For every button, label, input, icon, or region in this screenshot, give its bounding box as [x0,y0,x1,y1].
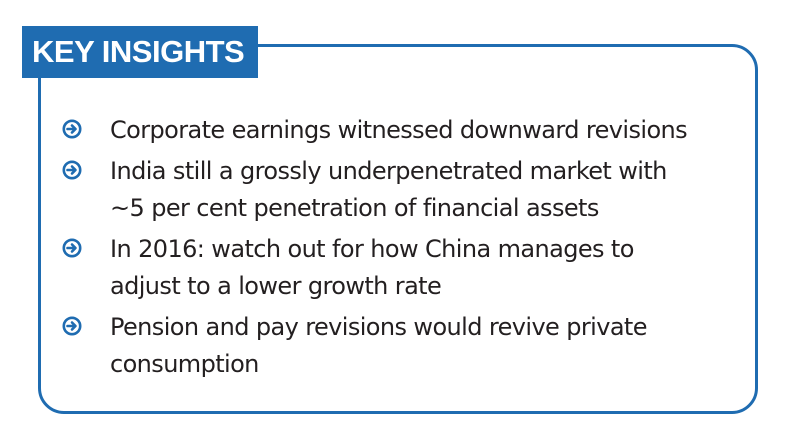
insight-item: India still a grossly underpenetrated ma… [62,153,752,227]
key-insights-title: KEY INSIGHTS [22,26,259,78]
arrow-circle-right-icon [62,316,82,336]
insight-item: In 2016: watch out for how China manages… [62,231,752,305]
insight-item: Corporate earnings witnessed downward re… [62,112,752,149]
key-insights-card [38,44,758,414]
insight-line: adjust to a lower growth rate [110,272,442,300]
insight-line: India still a grossly underpenetrated ma… [110,157,667,185]
arrow-circle-right-icon [62,119,82,139]
insight-item: Pension and pay revisions would revive p… [62,309,752,383]
insight-line: In 2016: watch out for how China manages… [110,235,634,263]
insight-line: consumption [110,350,259,378]
insight-line: Pension and pay revisions would revive p… [110,313,648,341]
arrow-circle-right-icon [62,238,82,258]
arrow-circle-right-icon [62,160,82,180]
insights-list: Corporate earnings witnessed downward re… [62,112,752,387]
insight-text: Pension and pay revisions would revive p… [110,309,648,383]
insight-text: In 2016: watch out for how China manages… [110,231,634,305]
insight-line: Corporate earnings witnessed downward re… [110,116,688,144]
insight-text: India still a grossly underpenetrated ma… [110,153,667,227]
insight-line: ~5 per cent penetration of financial ass… [110,194,599,222]
insight-text: Corporate earnings witnessed downward re… [110,112,688,149]
